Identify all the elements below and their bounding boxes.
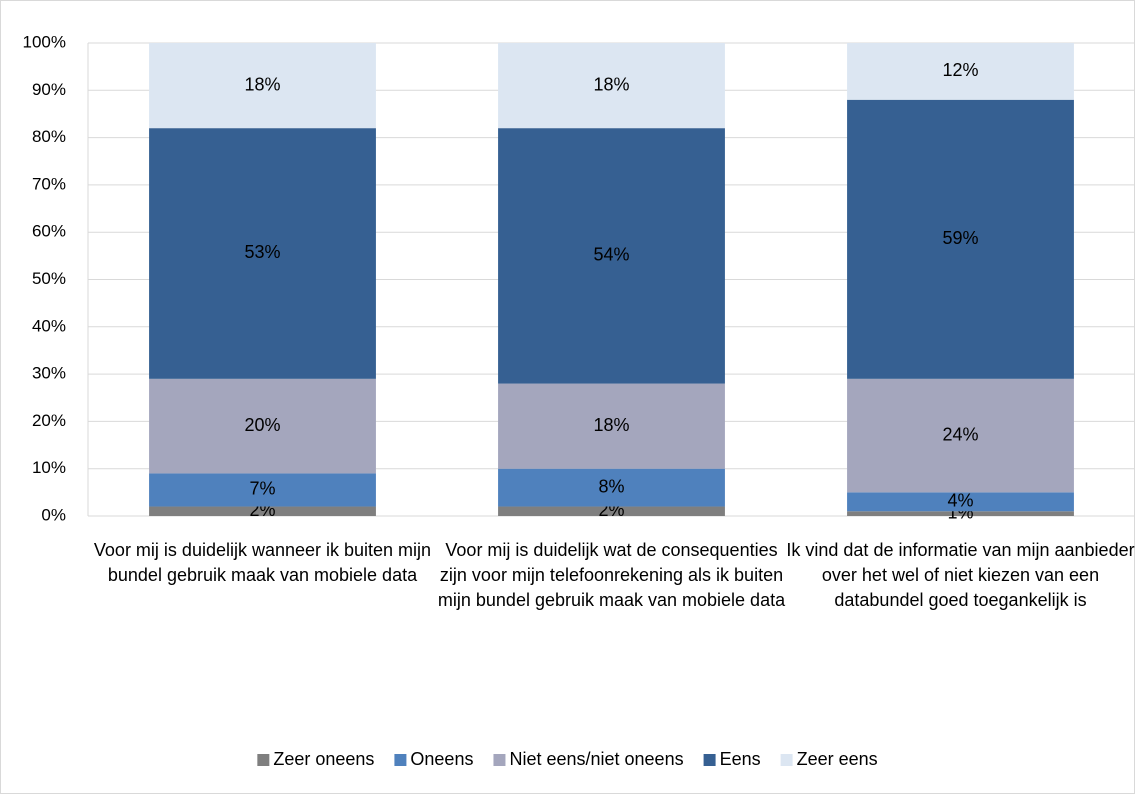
data-label: 7% [249, 479, 275, 499]
legend-label: Oneens [410, 749, 473, 769]
y-tick-label: 10% [32, 458, 66, 477]
bar-segment [149, 378, 376, 474]
legend-label: Niet eens/niet oneens [509, 749, 683, 769]
bar-segment [498, 468, 725, 507]
y-tick-label: 100% [23, 32, 66, 51]
bar-segment [847, 511, 1074, 516]
bar-segment [498, 43, 725, 129]
legend-swatch [780, 754, 793, 766]
bar-segment [498, 383, 725, 469]
legend-swatch [257, 754, 270, 766]
data-label: 18% [593, 74, 629, 94]
legend: Zeer oneens Oneens Niet eens/niet oneens Ee… [257, 749, 878, 769]
x-tick-label: Voor mij is duidelijk wanneer ik buiten … [93, 540, 432, 585]
x-tick-label: Voor mij is duidelijk wat de consequenti… [437, 540, 786, 610]
bar-segment [847, 99, 1074, 379]
data-label: 8% [598, 476, 624, 496]
x-tick-label-box: Voor mij is duidelijk wat de consequenti… [437, 540, 786, 610]
x-tick-label-box: Ik vind dat de informatie van mijn aanbi… [786, 540, 1135, 610]
legend-label: Eens [720, 749, 761, 769]
legend-label: Zeer oneens [273, 749, 374, 769]
data-label: 18% [244, 74, 280, 94]
y-tick-label: 80% [32, 127, 66, 146]
y-tick-label: 30% [32, 364, 66, 383]
y-tick-label: 70% [32, 174, 66, 193]
data-label: 54% [593, 245, 629, 265]
data-label: 24% [942, 424, 978, 444]
bar-segment [498, 506, 725, 516]
y-tick-label: 0% [41, 505, 66, 524]
legend-swatch [394, 754, 407, 766]
data-label: 12% [942, 60, 978, 80]
y-tick-label: 40% [32, 316, 66, 335]
data-label: 59% [942, 228, 978, 248]
y-tick-label: 50% [32, 269, 66, 288]
x-tick-label-box: Voor mij is duidelijk wanneer ik buiten … [93, 540, 432, 585]
bar-segment [847, 43, 1074, 100]
y-tick-label: 60% [32, 222, 66, 241]
y-tick-label: 90% [32, 80, 66, 99]
data-label: 4% [947, 491, 973, 511]
bar-segment [847, 378, 1074, 493]
legend-swatch [703, 754, 716, 766]
data-label: 20% [244, 415, 280, 435]
legend-swatch [493, 754, 506, 766]
data-label: 53% [244, 242, 280, 262]
x-tick-label: Ik vind dat de informatie van mijn aanbi… [786, 540, 1135, 610]
bar-segment [149, 473, 376, 507]
bar-segment [847, 492, 1074, 512]
data-label: 18% [593, 415, 629, 435]
legend-label: Zeer eens [797, 749, 878, 769]
bar-segment [149, 128, 376, 379]
bar-segment [149, 506, 376, 516]
bar-segment [498, 128, 725, 384]
bar-segment [149, 43, 376, 129]
y-tick-label: 20% [32, 411, 66, 430]
